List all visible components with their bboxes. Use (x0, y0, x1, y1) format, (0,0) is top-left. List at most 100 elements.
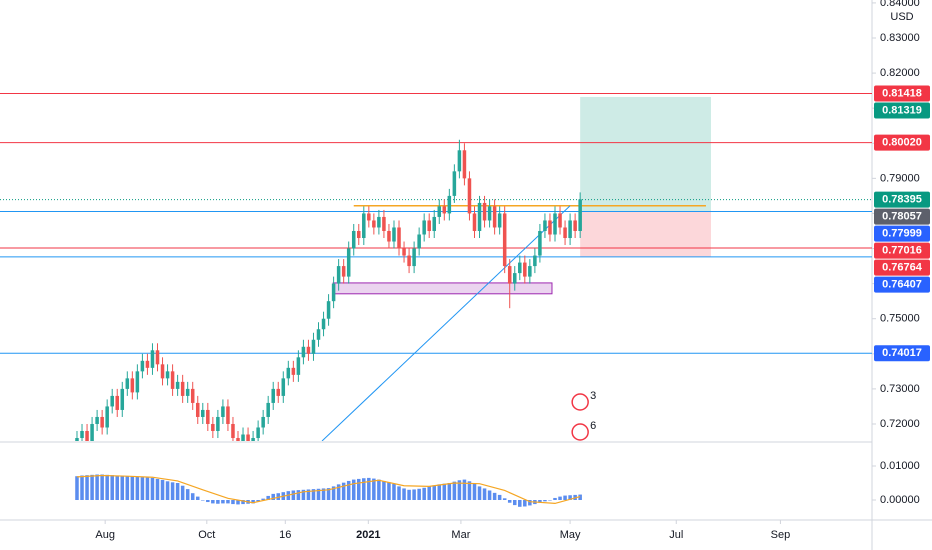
candle-body (351, 230, 356, 249)
candle-body (221, 406, 225, 417)
currency: USD (890, 11, 913, 23)
macd-bar (367, 477, 371, 501)
x-tick-label: Mar (451, 529, 470, 541)
macd-bar (110, 475, 114, 501)
candle-body (573, 220, 577, 231)
macd-bar (115, 475, 120, 501)
candle-body (231, 423, 235, 439)
candle-body (95, 416, 99, 424)
macd-bar (402, 488, 406, 501)
candle-body (115, 395, 120, 410)
macd-bar (331, 486, 336, 501)
candle-body (135, 371, 140, 393)
target-zone (580, 96, 711, 212)
macd-bar (351, 479, 356, 501)
macd-bar (90, 474, 94, 501)
candle-body (281, 378, 286, 396)
candle-body (286, 367, 291, 379)
candle-body (467, 178, 472, 214)
price-label: 0.76407 (882, 278, 922, 290)
x-tick-label: 2021 (356, 529, 380, 541)
macd-bar (487, 490, 492, 501)
price-label: 0.81319 (882, 104, 922, 116)
candle-body (316, 329, 321, 340)
candle-body (518, 262, 522, 274)
candle-body (407, 255, 411, 267)
macd-bar (135, 476, 140, 501)
macd-bar (336, 484, 341, 501)
macd-bar (362, 478, 366, 501)
macd-bar (140, 477, 145, 501)
price-label-box (874, 134, 930, 151)
macd-bar (190, 493, 195, 501)
candle-body (578, 199, 582, 231)
macd-bar (427, 486, 431, 501)
macd-bar (271, 493, 275, 501)
price-label: 0.78395 (882, 193, 922, 205)
candle-body (402, 248, 406, 256)
candle-body (447, 195, 452, 214)
candle-body (261, 416, 265, 428)
y2-tick-label: 0.01000 (880, 460, 920, 472)
candle-body (502, 213, 507, 267)
macd-bar (291, 490, 296, 501)
macd-bar (387, 482, 391, 501)
macd-bar (75, 476, 79, 501)
candle-body (251, 438, 255, 441)
price-label: 0.77999 (882, 227, 922, 239)
price-label-box (874, 208, 930, 225)
candle-body (80, 430, 84, 439)
macd-bar (417, 488, 421, 501)
macd-bar (442, 483, 447, 501)
candle-body (457, 150, 462, 172)
candle-body (382, 216, 386, 231)
candle-body (276, 388, 281, 396)
candle-body (130, 378, 135, 393)
y-tick-label: 0.82000 (880, 67, 920, 79)
candle-body (85, 430, 89, 441)
macd-bar (266, 495, 270, 501)
macd-bar (502, 498, 507, 501)
macd-bar (155, 478, 160, 501)
candle-body (266, 402, 270, 417)
candle-body (105, 406, 109, 428)
candle-body (417, 234, 421, 249)
macd-bar (150, 477, 155, 501)
candle-body (90, 423, 94, 441)
y-tick-label: 0.84000 (880, 0, 920, 9)
macd-bar (256, 500, 260, 502)
candle-body (185, 388, 190, 396)
candle-body (140, 360, 145, 372)
candle-body (301, 346, 306, 358)
candle-body (190, 388, 195, 403)
macd-bar (357, 478, 361, 501)
candle-body (543, 220, 547, 231)
candle-body (482, 202, 487, 221)
x-tick-label: May (560, 529, 581, 541)
candle-body (367, 213, 371, 221)
macd-bar (105, 474, 109, 501)
candle-body (523, 262, 527, 277)
price-label-box (874, 85, 930, 102)
macd-bar (306, 489, 311, 501)
macd-bar (538, 500, 542, 503)
price-label-box (874, 345, 930, 362)
event-count: 3 (590, 390, 596, 402)
macd-bar (231, 500, 235, 505)
macd-bar (548, 500, 552, 501)
candle-body (362, 213, 366, 239)
macd-bar (201, 500, 205, 501)
candle-body (180, 381, 185, 396)
macd-bar (392, 484, 396, 501)
candle-body (201, 409, 205, 417)
candle-body (236, 438, 240, 441)
macd-bar (100, 474, 104, 501)
candle-body (145, 360, 150, 368)
price-label: 0.74017 (882, 347, 922, 359)
candle-body (165, 371, 170, 379)
macd-bar (432, 485, 436, 501)
macd-bar (553, 497, 557, 501)
y-tick-label: 0.75000 (880, 313, 920, 325)
price-label-box (874, 225, 930, 242)
